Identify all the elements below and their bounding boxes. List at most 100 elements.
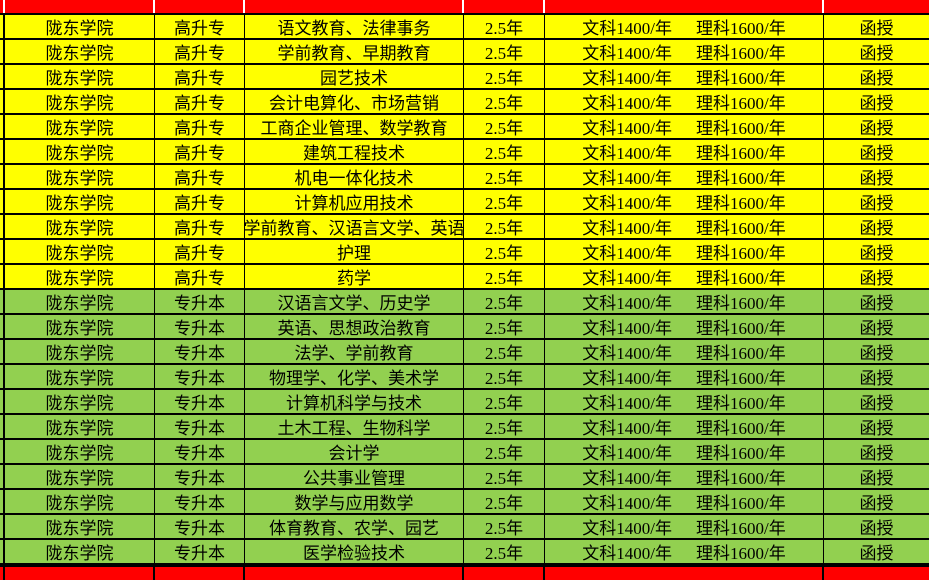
cell-school[interactable]: 陇东学院 — [5, 290, 155, 313]
cell-duration[interactable]: 2.5年 — [464, 440, 545, 463]
cell-tuition[interactable]: 文科1400/年 理科1600/年 — [545, 240, 824, 263]
cell-majors[interactable]: 学前教育、汉语言文学、英语 — [245, 215, 464, 238]
cell-duration[interactable]: 2.5年 — [464, 40, 545, 63]
cell-tuition[interactable]: 文科1400/年 理科1600/年 — [545, 15, 824, 38]
cell-tuition[interactable]: 文科1400/年 理科1600/年 — [545, 340, 824, 363]
cell-duration[interactable]: 2.5年 — [464, 190, 545, 213]
cell-study-mode[interactable]: 函授 — [824, 15, 929, 38]
cell-tuition[interactable]: 文科1400/年 理科1600/年 — [545, 165, 824, 188]
cell-level[interactable]: 高升专 — [155, 165, 245, 188]
cell-duration[interactable]: 2.5年 — [464, 115, 545, 138]
cell-majors[interactable]: 建筑工程技术 — [245, 140, 464, 163]
cell-duration[interactable]: 2.5年 — [464, 340, 545, 363]
cell-majors[interactable]: 会计电算化、市场营销 — [245, 90, 464, 113]
cell-level[interactable]: 专升本 — [155, 490, 245, 513]
cell-school[interactable]: 陇东学院 — [5, 165, 155, 188]
cell-school[interactable]: 陇东学院 — [5, 390, 155, 413]
cell-tuition[interactable]: 文科1400/年 理科1600/年 — [545, 465, 824, 488]
cell-duration[interactable]: 2.5年 — [464, 265, 545, 288]
cell-duration[interactable]: 2.5年 — [464, 15, 545, 38]
cell-study-mode[interactable]: 函授 — [824, 190, 929, 213]
cell-tuition[interactable]: 文科1400/年 理科1600/年 — [545, 440, 824, 463]
cell-majors[interactable]: 医学检验技术 — [245, 540, 464, 563]
cell-duration[interactable]: 2.5年 — [464, 215, 545, 238]
cell-majors[interactable]: 护理 — [245, 240, 464, 263]
cell-school[interactable]: 陇东学院 — [5, 40, 155, 63]
cell-tuition[interactable]: 文科1400/年 理科1600/年 — [545, 65, 824, 88]
cell-study-mode[interactable]: 函授 — [824, 290, 929, 313]
cell-level[interactable]: 专升本 — [155, 340, 245, 363]
cell-study-mode[interactable]: 函授 — [824, 90, 929, 113]
cell-tuition[interactable]: 文科1400/年 理科1600/年 — [545, 515, 824, 538]
cell-duration[interactable]: 2.5年 — [464, 90, 545, 113]
cell-duration[interactable]: 2.5年 — [464, 240, 545, 263]
cell-tuition[interactable]: 文科1400/年 理科1600/年 — [545, 290, 824, 313]
cell-school[interactable]: 陇东学院 — [5, 540, 155, 563]
cell-majors[interactable]: 园艺技术 — [245, 65, 464, 88]
cell-duration[interactable]: 2.5年 — [464, 315, 545, 338]
cell-study-mode[interactable]: 函授 — [824, 415, 929, 438]
cell-level[interactable]: 高升专 — [155, 90, 245, 113]
cell-level[interactable]: 专升本 — [155, 290, 245, 313]
cell-study-mode[interactable]: 函授 — [824, 115, 929, 138]
cell-study-mode[interactable]: 函授 — [824, 540, 929, 563]
cell-tuition[interactable]: 文科1400/年 理科1600/年 — [545, 115, 824, 138]
cell-duration[interactable]: 2.5年 — [464, 490, 545, 513]
cell-study-mode[interactable]: 函授 — [824, 515, 929, 538]
cell-school[interactable]: 陇东学院 — [5, 315, 155, 338]
cell-tuition[interactable]: 文科1400/年 理科1600/年 — [545, 490, 824, 513]
cell-school[interactable]: 陇东学院 — [5, 140, 155, 163]
cell-study-mode[interactable]: 函授 — [824, 340, 929, 363]
cell-study-mode[interactable]: 函授 — [824, 240, 929, 263]
cell-duration[interactable]: 2.5年 — [464, 365, 545, 388]
cell-duration[interactable]: 2.5年 — [464, 515, 545, 538]
cell-school[interactable]: 陇东学院 — [5, 515, 155, 538]
cell-level[interactable]: 专升本 — [155, 440, 245, 463]
cell-school[interactable]: 陇东学院 — [5, 265, 155, 288]
cell-study-mode[interactable]: 函授 — [824, 440, 929, 463]
cell-tuition[interactable]: 文科1400/年 理科1600/年 — [545, 315, 824, 338]
cell-tuition[interactable]: 文科1400/年 理科1600/年 — [545, 190, 824, 213]
cell-duration[interactable]: 2.5年 — [464, 390, 545, 413]
cell-level[interactable]: 专升本 — [155, 515, 245, 538]
cell-majors[interactable]: 学前教育、早期教育 — [245, 40, 464, 63]
cell-majors[interactable]: 英语、思想政治教育 — [245, 315, 464, 338]
cell-study-mode[interactable]: 函授 — [824, 40, 929, 63]
cell-school[interactable]: 陇东学院 — [5, 490, 155, 513]
cell-level[interactable]: 专升本 — [155, 415, 245, 438]
cell-study-mode[interactable]: 函授 — [824, 365, 929, 388]
cell-study-mode[interactable]: 函授 — [824, 215, 929, 238]
cell-majors[interactable]: 机电一体化技术 — [245, 165, 464, 188]
cell-level[interactable]: 专升本 — [155, 315, 245, 338]
cell-duration[interactable]: 2.5年 — [464, 540, 545, 563]
cell-majors[interactable]: 药学 — [245, 265, 464, 288]
cell-majors[interactable]: 法学、学前教育 — [245, 340, 464, 363]
cell-majors[interactable]: 数学与应用数学 — [245, 490, 464, 513]
cell-study-mode[interactable]: 函授 — [824, 165, 929, 188]
cell-level[interactable]: 高升专 — [155, 40, 245, 63]
cell-majors[interactable]: 公共事业管理 — [245, 465, 464, 488]
cell-school[interactable]: 陇东学院 — [5, 365, 155, 388]
cell-school[interactable]: 陇东学院 — [5, 465, 155, 488]
cell-level[interactable]: 高升专 — [155, 115, 245, 138]
cell-level[interactable]: 专升本 — [155, 465, 245, 488]
cell-tuition[interactable]: 文科1400/年 理科1600/年 — [545, 140, 824, 163]
cell-majors[interactable]: 汉语言文学、历史学 — [245, 290, 464, 313]
cell-tuition[interactable]: 文科1400/年 理科1600/年 — [545, 265, 824, 288]
cell-level[interactable]: 专升本 — [155, 365, 245, 388]
cell-duration[interactable]: 2.5年 — [464, 65, 545, 88]
cell-level[interactable]: 高升专 — [155, 240, 245, 263]
cell-duration[interactable]: 2.5年 — [464, 465, 545, 488]
cell-tuition[interactable]: 文科1400/年 理科1600/年 — [545, 215, 824, 238]
cell-level[interactable]: 专升本 — [155, 540, 245, 563]
cell-majors[interactable]: 工商企业管理、数学教育 — [245, 115, 464, 138]
cell-school[interactable]: 陇东学院 — [5, 215, 155, 238]
cell-school[interactable]: 陇东学院 — [5, 65, 155, 88]
cell-school[interactable]: 陇东学院 — [5, 190, 155, 213]
cell-tuition[interactable]: 文科1400/年 理科1600/年 — [545, 540, 824, 563]
cell-majors[interactable]: 土木工程、生物科学 — [245, 415, 464, 438]
cell-school[interactable]: 陇东学院 — [5, 415, 155, 438]
cell-level[interactable]: 高升专 — [155, 190, 245, 213]
cell-majors[interactable]: 计算机科学与技术 — [245, 390, 464, 413]
cell-level[interactable]: 高升专 — [155, 215, 245, 238]
